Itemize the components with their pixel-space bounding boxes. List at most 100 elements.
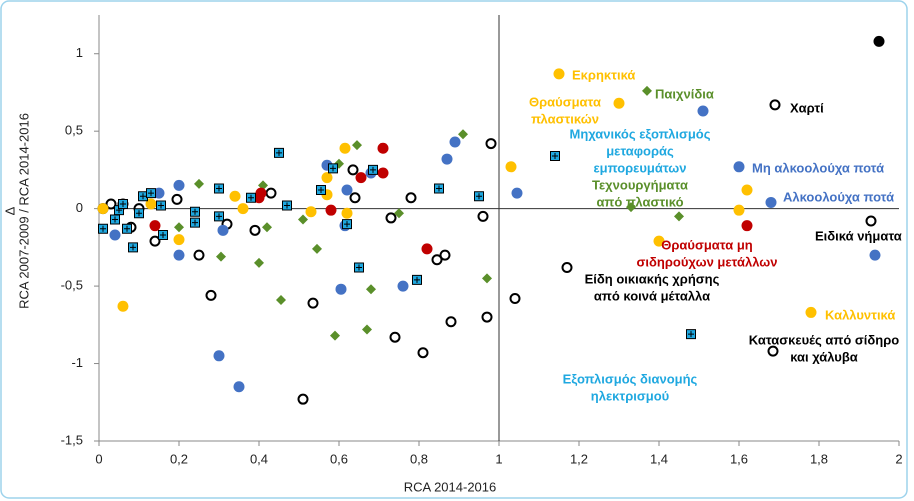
point	[377, 167, 389, 179]
point	[434, 183, 444, 194]
point	[193, 249, 205, 261]
annotation: ηλεκτρισμού	[591, 388, 670, 403]
point	[355, 172, 367, 184]
point	[298, 214, 308, 225]
point	[873, 35, 885, 47]
point	[97, 203, 109, 215]
point	[190, 217, 200, 228]
point	[445, 316, 457, 328]
point	[98, 223, 108, 234]
x-tick-label: 1,8	[810, 451, 828, 466]
point	[216, 251, 226, 262]
point	[352, 140, 362, 151]
annotation: Μη αλκοολούχα ποτά	[752, 160, 884, 175]
annotation: Παιχνίδια	[655, 86, 714, 101]
point	[117, 300, 129, 312]
y-tick-label: -1,5	[61, 432, 83, 447]
point	[249, 224, 261, 236]
point	[109, 229, 121, 241]
point	[626, 202, 636, 213]
annotation: Τεχνουργήματα	[592, 177, 688, 192]
point	[110, 214, 120, 225]
annotation: Αλκοολούχα ποτά	[783, 189, 894, 204]
point	[118, 198, 128, 209]
point	[458, 129, 468, 140]
point	[229, 190, 241, 202]
point	[421, 243, 433, 255]
point	[417, 347, 429, 359]
point	[153, 187, 165, 199]
point	[173, 234, 185, 246]
x-tick-label: 0,2	[170, 451, 188, 466]
annotation: Θραύσματα μη	[661, 237, 753, 252]
point	[213, 350, 225, 362]
point	[869, 249, 881, 261]
annotation: από κοινά μέταλλα	[594, 288, 710, 303]
point	[156, 200, 166, 211]
point	[217, 224, 229, 236]
y-tick-label: 1	[76, 45, 83, 60]
point	[246, 192, 256, 203]
point	[474, 191, 484, 202]
x-tick-label: 1	[495, 451, 502, 466]
x-tick-label: 2	[895, 451, 902, 466]
point	[412, 274, 422, 285]
point	[214, 183, 224, 194]
point	[482, 273, 492, 284]
point	[134, 208, 144, 219]
x-axis-label: RCA 2014-2016	[404, 479, 497, 494]
point	[255, 187, 267, 199]
point	[653, 235, 665, 247]
point	[233, 381, 245, 393]
point	[330, 330, 340, 341]
x-tick-label: 1,6	[730, 451, 748, 466]
point	[174, 222, 184, 233]
point	[342, 219, 352, 230]
point	[194, 178, 204, 189]
point	[865, 215, 877, 227]
point	[297, 393, 309, 405]
point	[511, 187, 523, 199]
point	[509, 292, 521, 304]
annotation: Χαρτί	[790, 100, 824, 115]
point	[394, 208, 404, 219]
point	[805, 306, 817, 318]
point	[190, 206, 200, 217]
y-axis-label: Δ	[2, 206, 17, 215]
x-tick-label: 1,4	[650, 451, 668, 466]
point	[449, 136, 461, 148]
point	[276, 295, 286, 306]
point	[765, 196, 777, 208]
x-tick-label: 1,2	[570, 451, 588, 466]
point	[505, 161, 517, 173]
point	[686, 329, 696, 340]
x-tick-label: 0,6	[330, 451, 348, 466]
point	[366, 284, 376, 295]
point	[674, 211, 684, 222]
point	[149, 220, 161, 232]
point	[769, 99, 781, 111]
point	[262, 222, 272, 233]
point	[733, 161, 745, 173]
point	[385, 212, 397, 224]
point	[377, 142, 389, 154]
point	[767, 345, 779, 357]
annotation: Ειδικά νήματα	[815, 228, 902, 243]
point	[397, 280, 409, 292]
annotation: Είδη οικιακής χρήσης	[585, 271, 720, 286]
point	[328, 163, 338, 174]
point	[158, 229, 168, 240]
point	[741, 220, 753, 232]
annotation: Κατασκευές από σίδηρο	[749, 332, 899, 347]
point	[305, 206, 317, 218]
annotation: πλαστικών	[531, 111, 599, 126]
point	[341, 207, 353, 219]
point	[613, 97, 625, 109]
point	[347, 164, 359, 176]
point	[237, 203, 249, 215]
point	[265, 187, 277, 199]
y-tick-label: -1	[71, 355, 83, 370]
annotation: εμπορευμάτων	[593, 160, 686, 175]
point	[697, 105, 709, 117]
